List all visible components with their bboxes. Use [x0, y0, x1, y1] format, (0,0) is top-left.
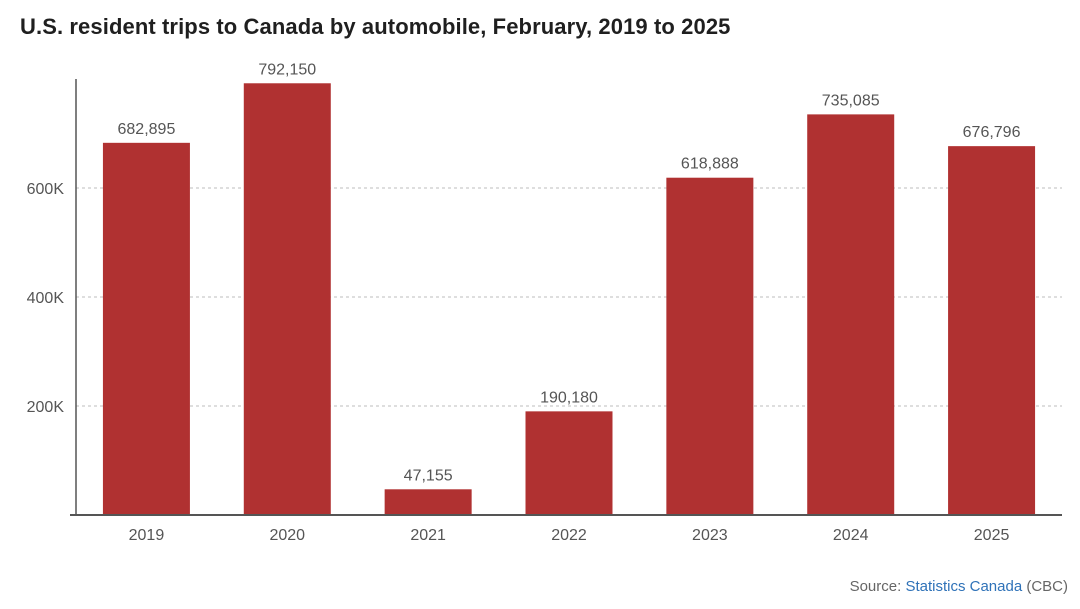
x-tick-label: 2019	[129, 527, 165, 544]
x-tick-label: 2025	[974, 527, 1010, 544]
data-label: 618,888	[681, 156, 739, 173]
x-tick-label: 2022	[551, 527, 587, 544]
source-prefix: Source:	[849, 578, 906, 595]
source-link[interactable]: Statistics Canada	[905, 578, 1023, 595]
bar	[384, 489, 472, 515]
bar	[102, 142, 190, 516]
source-note: Source: Statistics Canada (CBC)	[850, 578, 1068, 595]
y-tick-label: 400K	[27, 290, 65, 307]
x-tick-label: 2023	[692, 527, 728, 544]
y-tick-label: 600K	[27, 181, 65, 198]
bar-chart: 200K 400K 600K 682,895 2019 792,150 2020 47,155…	[27, 61, 1062, 544]
data-label: 190,180	[540, 389, 598, 406]
data-label: 676,796	[963, 124, 1021, 141]
bar	[807, 114, 895, 516]
x-tick-label: 2021	[410, 527, 446, 544]
source-suffix: (CBC)	[1022, 578, 1068, 595]
x-tick-label: 2024	[833, 527, 869, 544]
bar	[666, 177, 754, 515]
data-label: 792,150	[258, 61, 316, 78]
bar	[525, 411, 613, 515]
bar	[243, 83, 331, 515]
data-label: 47,155	[404, 467, 453, 484]
data-label: 735,085	[822, 92, 880, 109]
chart-title: U.S. resident trips to Canada by automob…	[20, 14, 731, 39]
bar	[948, 146, 1036, 515]
y-tick-label: 200K	[27, 399, 65, 416]
data-label: 682,895	[118, 121, 176, 138]
x-tick-label: 2020	[269, 527, 305, 544]
